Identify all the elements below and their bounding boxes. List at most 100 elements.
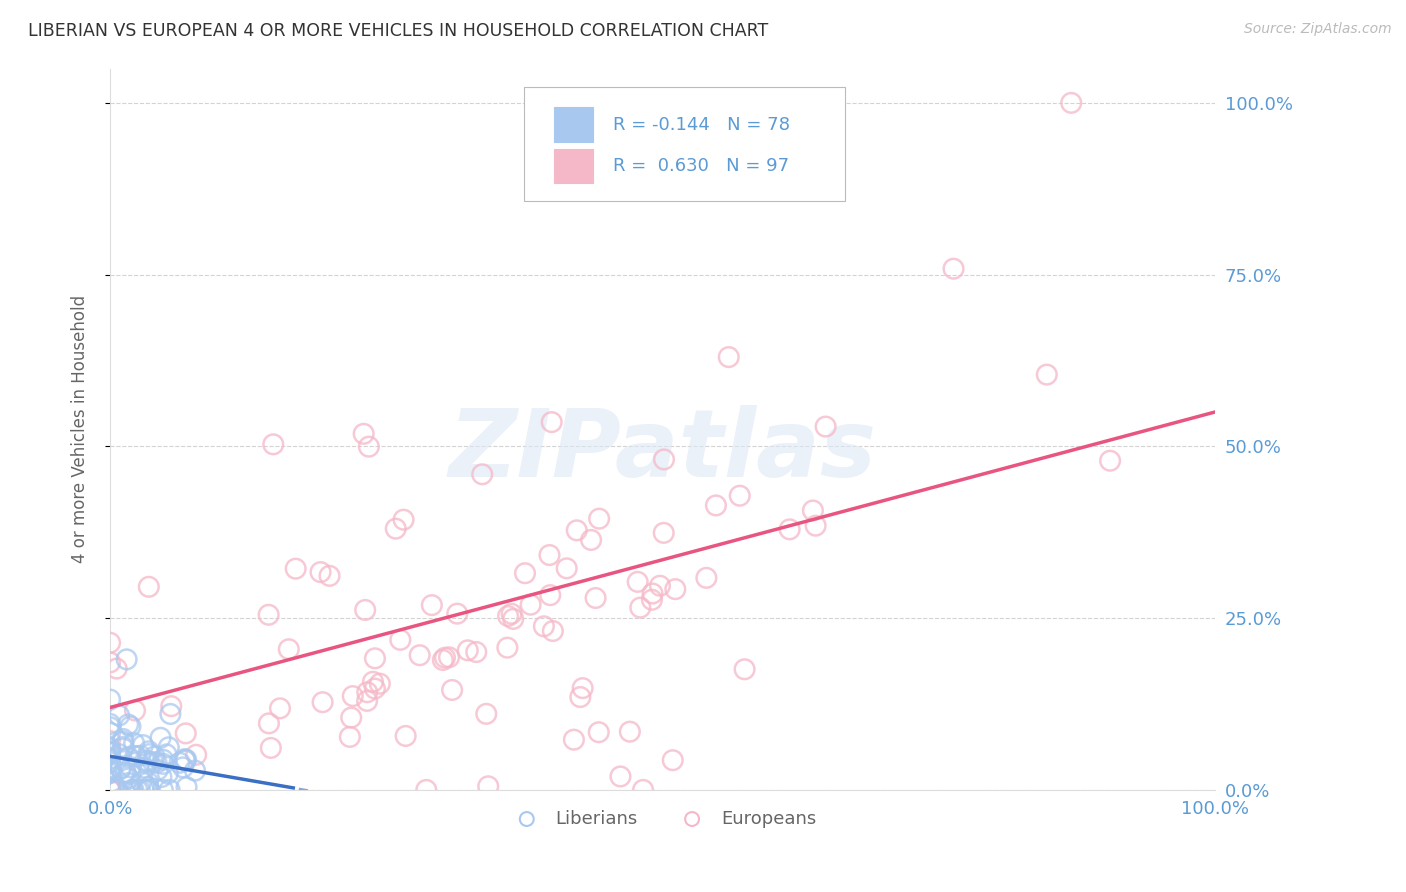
- Point: [110, 762, 132, 776]
- Point: [127, 783, 149, 797]
- Point: [364, 681, 387, 696]
- Point: [112, 739, 135, 754]
- Point: [555, 561, 578, 575]
- Point: [513, 566, 536, 581]
- Point: [104, 783, 127, 797]
- Point: [108, 708, 131, 723]
- Point: [569, 690, 592, 704]
- Point: [98, 766, 121, 780]
- Point: [420, 598, 443, 612]
- Point: [631, 783, 654, 797]
- Point: [98, 783, 121, 797]
- Point: [152, 753, 174, 767]
- Point: [565, 524, 588, 538]
- Point: [122, 783, 145, 797]
- Point: [117, 772, 139, 786]
- Point: [339, 730, 361, 744]
- Point: [98, 756, 121, 770]
- Point: [124, 749, 146, 764]
- FancyBboxPatch shape: [524, 87, 845, 201]
- Point: [353, 426, 375, 441]
- Point: [138, 783, 160, 797]
- Point: [136, 754, 159, 768]
- Point: [361, 674, 384, 689]
- Point: [433, 650, 456, 665]
- Point: [804, 518, 827, 533]
- Point: [136, 783, 159, 797]
- Point: [562, 732, 585, 747]
- Point: [120, 767, 142, 781]
- Point: [942, 261, 965, 276]
- Point: [117, 717, 139, 731]
- Point: [437, 650, 460, 665]
- Point: [457, 643, 479, 657]
- Point: [98, 725, 121, 739]
- Point: [519, 598, 541, 612]
- Text: LIBERIAN VS EUROPEAN 4 OR MORE VEHICLES IN HOUSEHOLD CORRELATION CHART: LIBERIAN VS EUROPEAN 4 OR MORE VEHICLES …: [28, 22, 768, 40]
- Point: [496, 609, 519, 624]
- Point: [160, 699, 183, 714]
- Point: [704, 499, 727, 513]
- Point: [652, 452, 675, 467]
- Point: [728, 489, 751, 503]
- Point: [146, 763, 169, 777]
- Point: [122, 736, 145, 750]
- Point: [609, 769, 631, 783]
- Point: [98, 763, 121, 777]
- Point: [1036, 368, 1059, 382]
- Point: [98, 656, 121, 670]
- Point: [112, 732, 135, 747]
- Point: [120, 760, 142, 774]
- Point: [138, 747, 160, 761]
- Point: [356, 694, 378, 708]
- Point: [814, 419, 837, 434]
- FancyBboxPatch shape: [554, 107, 593, 142]
- Point: [132, 783, 155, 797]
- Point: [357, 440, 380, 454]
- Point: [98, 783, 121, 797]
- Point: [432, 653, 454, 667]
- Point: [628, 600, 651, 615]
- Point: [368, 676, 391, 690]
- Point: [579, 533, 602, 547]
- Point: [136, 780, 159, 795]
- Point: [1060, 95, 1083, 110]
- Point: [152, 783, 174, 797]
- Point: [98, 752, 121, 766]
- Point: [112, 766, 135, 780]
- Point: [105, 662, 128, 676]
- Point: [159, 706, 181, 721]
- Point: [619, 724, 641, 739]
- Point: [1099, 454, 1122, 468]
- Point: [415, 783, 437, 797]
- Point: [184, 764, 207, 778]
- Point: [284, 562, 307, 576]
- Point: [471, 467, 494, 482]
- Point: [277, 642, 299, 657]
- Point: [98, 692, 121, 706]
- Text: R =  0.630   N = 97: R = 0.630 N = 97: [613, 157, 789, 175]
- Point: [143, 749, 166, 764]
- Point: [309, 565, 332, 579]
- Point: [354, 603, 377, 617]
- Point: [269, 701, 291, 715]
- Point: [538, 588, 561, 602]
- Point: [257, 607, 280, 622]
- Point: [98, 741, 121, 756]
- Point: [734, 662, 756, 676]
- Text: ZIPatlas: ZIPatlas: [449, 405, 876, 497]
- Point: [648, 579, 671, 593]
- Point: [115, 652, 138, 666]
- Point: [262, 437, 284, 451]
- Point: [356, 685, 378, 699]
- Point: [652, 525, 675, 540]
- Point: [779, 522, 801, 536]
- Point: [389, 632, 412, 647]
- Point: [627, 574, 650, 589]
- Point: [134, 761, 156, 775]
- Point: [186, 747, 208, 762]
- Point: [136, 783, 159, 797]
- Point: [98, 783, 121, 797]
- Point: [107, 783, 129, 797]
- Point: [98, 720, 121, 734]
